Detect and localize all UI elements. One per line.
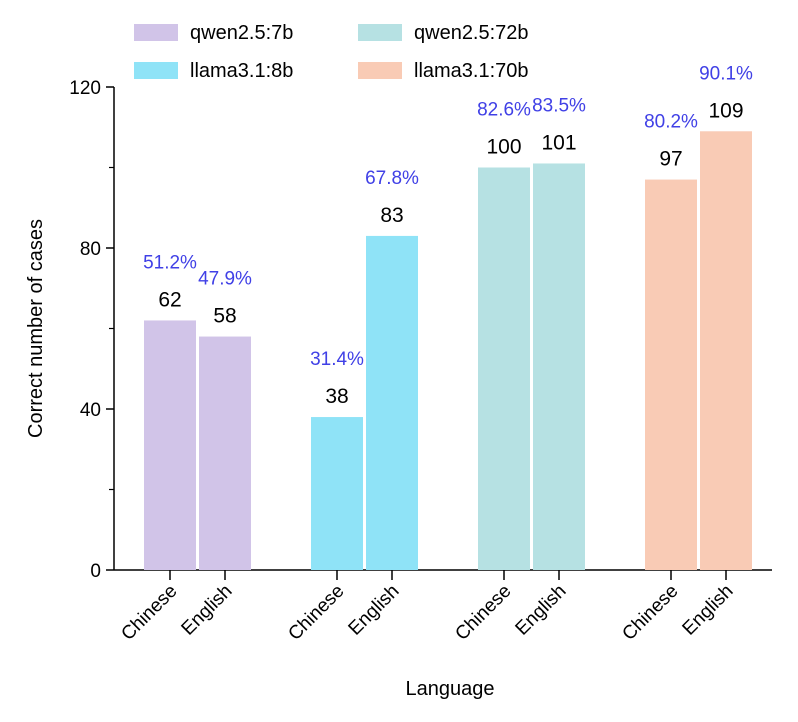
legend-label-qwen2-5-72b: qwen2.5:72b xyxy=(414,22,529,44)
legend-swatch-qwen2-5-7b xyxy=(134,24,178,41)
bar-qwen2-5-72b-chinese xyxy=(478,167,530,570)
value-label-llama3-1-8b-chinese: 38 xyxy=(325,385,348,408)
bar-qwen2-5-72b-english xyxy=(533,163,585,570)
bar-llama3-1-70b-english xyxy=(700,131,752,570)
legend-label-llama3-1-70b: llama3.1:70b xyxy=(414,60,529,82)
value-label-llama3-1-8b-english: 83 xyxy=(380,204,403,227)
y-tick-label-120: 120 xyxy=(69,78,101,99)
value-label-qwen2-5-7b-english: 58 xyxy=(213,305,236,328)
percent-label-llama3-1-8b-chinese: 31.4% xyxy=(310,349,364,370)
x-tick-label-llama3-1-70b-chinese: Chinese xyxy=(618,581,682,645)
x-tick-label-qwen2-5-7b-chinese: Chinese xyxy=(117,581,181,645)
bar-llama3-1-8b-english xyxy=(366,235,418,571)
bar-llama3-1-8b-chinese xyxy=(311,417,363,570)
bar-qwen2-5-7b-english xyxy=(199,336,251,570)
bar-llama3-1-70b-chinese xyxy=(645,179,697,570)
x-tick-label-llama3-1-8b-english: English xyxy=(345,581,404,640)
percent-label-qwen2-5-7b-chinese: 51.2% xyxy=(143,252,197,273)
legend-swatch-qwen2-5-72b xyxy=(358,24,402,41)
y-axis-title: Correct number of cases xyxy=(25,219,47,438)
x-axis-title: Language xyxy=(406,678,495,700)
x-tick-label-llama3-1-70b-english: English xyxy=(679,581,738,640)
value-label-llama3-1-70b-english: 109 xyxy=(708,99,743,122)
percent-label-llama3-1-8b-english: 67.8% xyxy=(365,168,419,189)
value-label-llama3-1-70b-chinese: 97 xyxy=(659,148,682,171)
legend-label-qwen2-5-7b: qwen2.5:7b xyxy=(190,22,293,44)
value-label-qwen2-5-7b-chinese: 62 xyxy=(158,288,181,311)
value-label-qwen2-5-72b-chinese: 100 xyxy=(486,136,521,159)
legend-swatch-llama3-1-8b xyxy=(134,62,178,79)
y-tick-label-0: 0 xyxy=(90,561,101,582)
y-tick-label-80: 80 xyxy=(80,239,101,260)
x-tick-label-llama3-1-8b-chinese: Chinese xyxy=(284,581,348,645)
y-tick-label-40: 40 xyxy=(80,400,101,421)
value-label-qwen2-5-72b-english: 101 xyxy=(541,131,576,154)
legend-label-llama3-1-8b: llama3.1:8b xyxy=(190,60,293,82)
percent-label-llama3-1-70b-chinese: 80.2% xyxy=(644,112,698,133)
legend-swatch-llama3-1-70b xyxy=(358,62,402,79)
x-tick-label-qwen2-5-72b-chinese: Chinese xyxy=(451,581,515,645)
percent-label-llama3-1-70b-english: 90.1% xyxy=(699,63,753,84)
x-tick-label-qwen2-5-7b-english: English xyxy=(178,581,237,640)
x-tick-label-qwen2-5-72b-english: English xyxy=(512,581,571,640)
bar-qwen2-5-7b-chinese xyxy=(144,320,196,570)
percent-label-qwen2-5-72b-chinese: 82.6% xyxy=(477,100,531,121)
percent-label-qwen2-5-72b-english: 83.5% xyxy=(532,95,586,116)
percent-label-qwen2-5-7b-english: 47.9% xyxy=(198,269,252,290)
